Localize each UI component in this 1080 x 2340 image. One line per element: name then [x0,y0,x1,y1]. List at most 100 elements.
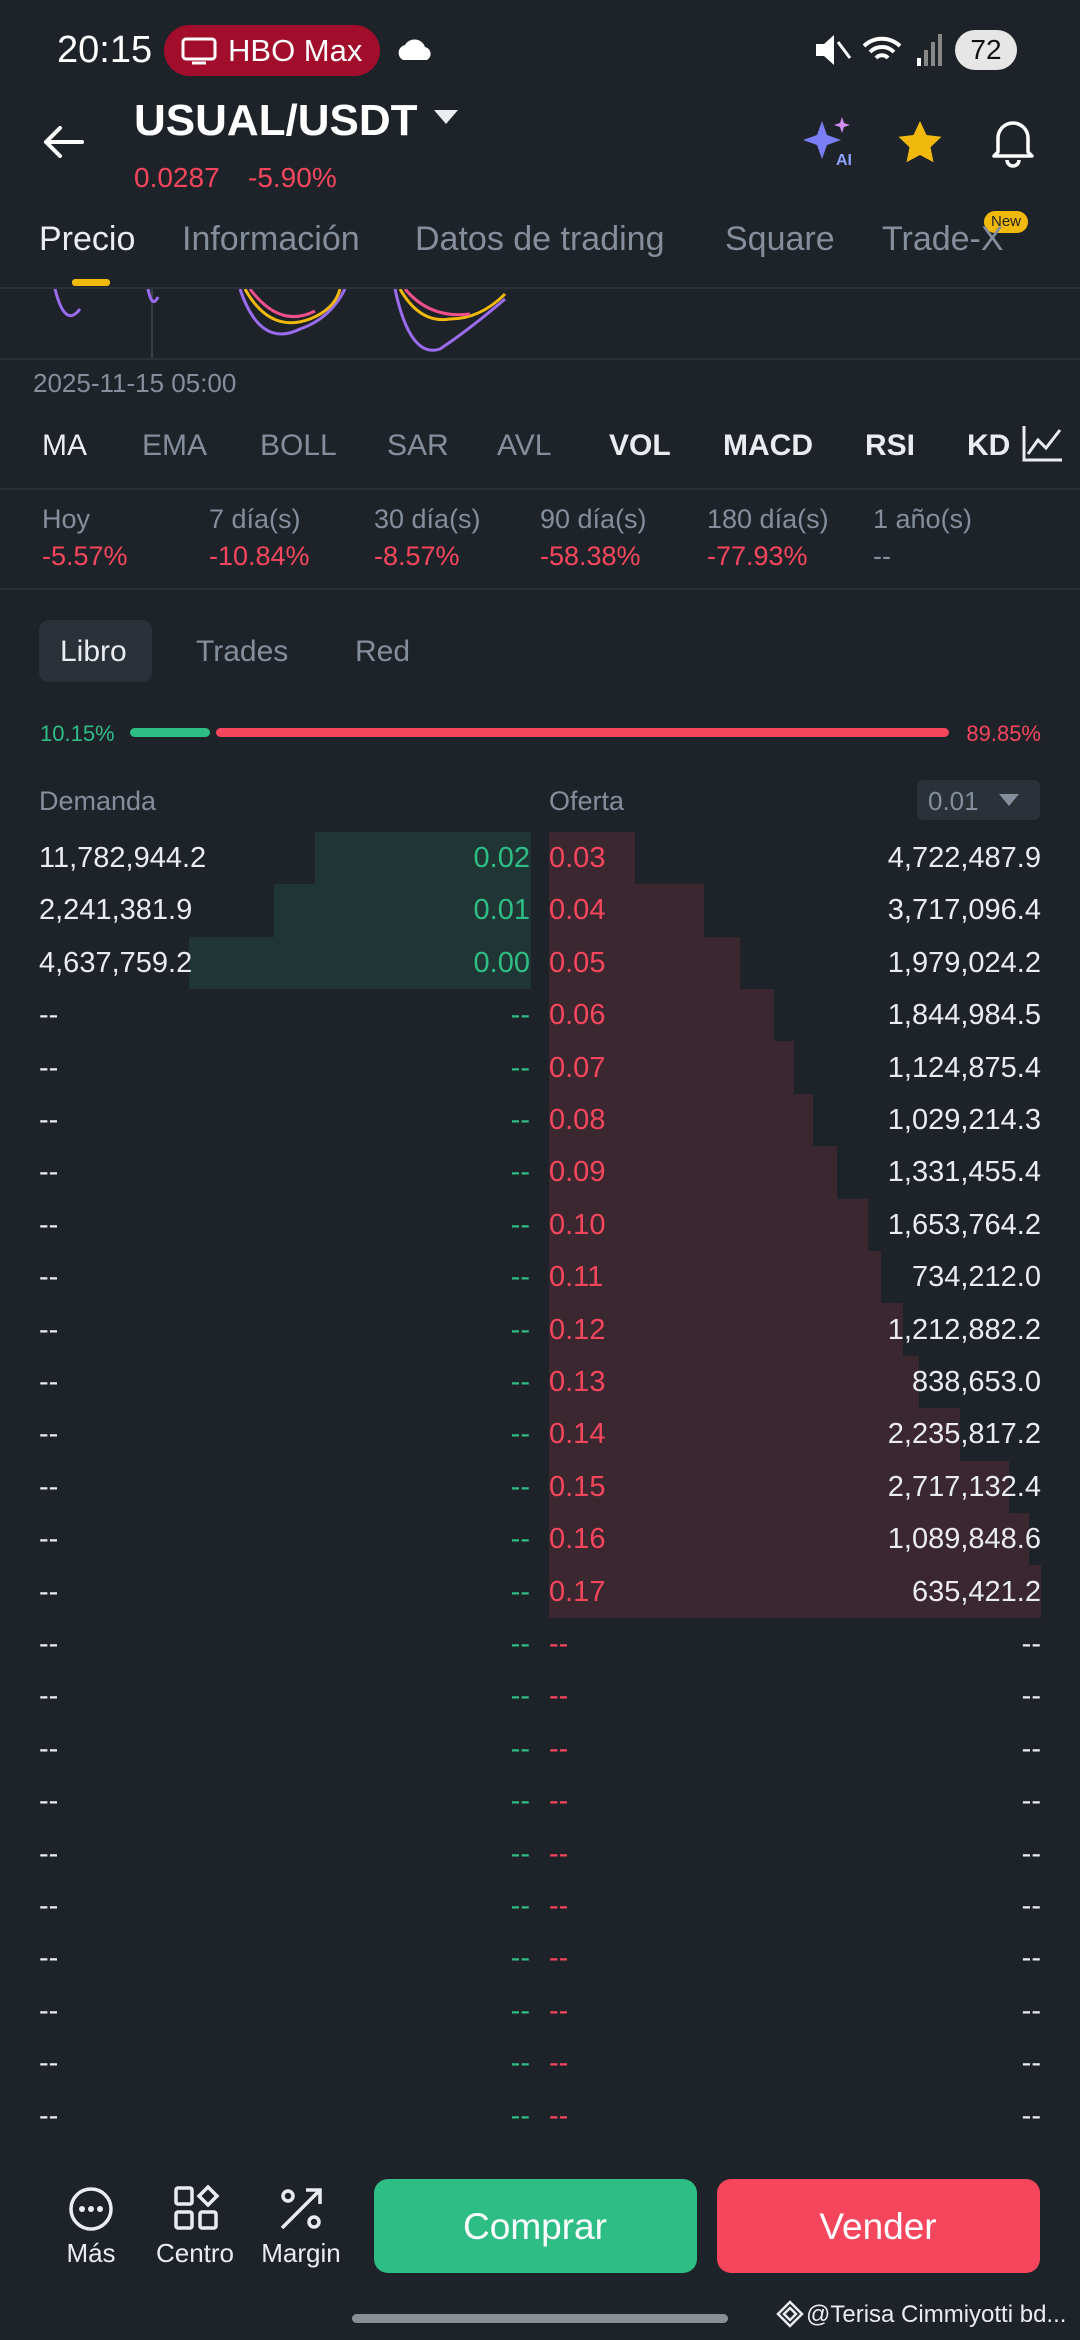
ask-quantity: 1,212,882.2 [887,1313,1041,1346]
period-label: 180 día(s) [707,503,829,534]
bid-quantity: -- [39,1470,59,1503]
sell-button[interactable] [717,2179,1040,2273]
indicator[interactable]: KD [967,428,1011,462]
bid-quantity: -- [39,1942,59,1975]
app-indicator: HBO Max [228,33,363,68]
bid-quantity: -- [39,1261,59,1294]
favorite-button[interactable] [895,118,945,166]
ask-depth-bar [549,1355,919,1409]
watermark: @Terisa Cimmiyotti bd... [806,2300,1067,2328]
price-change: -5.90% [248,162,337,193]
chart-settings-button[interactable] [1020,424,1064,464]
bid-quantity: -- [39,1732,59,1765]
period-label: 1 año(s) [873,503,973,534]
divider [0,287,1080,289]
indicator[interactable]: MACD [723,428,813,462]
action-label[interactable]: Centro [155,2238,235,2268]
ask-quantity: -- [1021,1680,1041,1713]
ask-price: -- [549,1628,569,1660]
tab[interactable]: Square [725,220,835,258]
tab[interactable]: Datos de trading [415,220,665,258]
bid-price: -- [510,1575,530,1608]
ask-price: -- [549,1785,569,1818]
ask-price: 0.09 [549,1156,606,1189]
divider [0,488,1080,490]
ask-depth-bar [549,988,774,1042]
indicator[interactable]: AVL [497,428,552,462]
ask-price: -- [549,1890,569,1922]
indicator[interactable]: SAR [387,428,449,462]
book-tab[interactable]: Libro [60,634,127,668]
action-label[interactable]: Margin [261,2238,341,2268]
active-book-tab [39,620,152,682]
ask-price: 0.05 [549,946,606,979]
bid-quantity: -- [39,1628,59,1660]
center-icon[interactable] [172,2184,222,2234]
ask-price: 0.14 [549,1418,606,1451]
ask-price: -- [549,1680,569,1713]
ask-price: 0.06 [549,999,606,1032]
bid-price: -- [510,1470,530,1503]
sell-label[interactable]: Vender [819,2206,937,2247]
buy-button[interactable] [374,2179,697,2273]
battery [955,30,1017,70]
ask-quantity: -- [1021,1890,1041,1922]
ask-price: -- [549,2047,569,2080]
ask-depth-bar [549,1146,838,1199]
ask-quantity: 734,212.0 [911,1261,1041,1294]
bid-quantity: -- [39,1994,59,2027]
status-icons [816,34,942,66]
notifications-button[interactable] [990,116,1036,168]
bid-price: -- [510,1051,530,1084]
precision-selector[interactable] [917,780,1040,820]
ai-button[interactable]: AI [800,115,860,171]
margin-icon[interactable] [276,2184,326,2234]
more-icon[interactable] [66,2184,116,2234]
ask-depth-bar [549,1303,904,1356]
active-tab-indicator [72,279,110,286]
ask-quantity: 2,717,132.4 [887,1470,1041,1503]
back-button[interactable] [40,122,90,162]
bid-quantity: -- [39,1313,59,1346]
indicator[interactable]: BOLL [260,428,337,462]
bid-price: -- [510,1628,530,1660]
period-label: 90 día(s) [540,503,647,534]
bid-price: -- [510,1732,530,1765]
ask-quantity: 1,089,848.6 [887,1523,1041,1556]
ask-ratio-bar [216,728,949,737]
action-label[interactable]: Más [66,2238,116,2268]
bid-quantity: -- [39,1837,59,1870]
bid-price: -- [510,1785,530,1818]
buy-label[interactable]: Comprar [463,2206,607,2247]
bid-depth-bar [274,884,531,937]
precision[interactable]: 0.01 [928,786,979,816]
pair-title[interactable]: USUAL/USDT [134,95,418,145]
divider [0,588,1080,590]
indicator[interactable]: VOL [609,428,671,462]
bid-price: 0.01 [473,894,530,927]
book-tab[interactable]: Red [355,634,411,668]
indicator[interactable]: RSI [865,428,916,462]
svg-text:AI: AI [836,152,852,169]
tab[interactable]: Trade-X [882,220,1004,258]
ask-quantity: -- [1021,1837,1041,1870]
pair-dropdown[interactable] [432,108,462,128]
indicator[interactable]: MA [42,428,87,462]
tab[interactable]: Precio [39,220,136,258]
ask-quantity: -- [1021,1994,1041,2027]
bid-depth-bar [315,831,531,885]
ask-depth-bar [549,1460,1010,1514]
bid-quantity: 11,782,944.2 [39,842,207,874]
bid-price: -- [510,1366,530,1398]
ask-price: -- [549,1994,569,2027]
bid-quantity: -- [39,1366,59,1398]
book-tab[interactable]: Trades [196,634,289,668]
indicator[interactable]: EMA [142,428,208,462]
app-pill [164,25,380,76]
watermark-icon [776,2300,804,2328]
ask-quantity: -- [1021,1785,1041,1818]
bid-quantity: -- [39,1785,59,1818]
bid-price: -- [510,1208,530,1241]
tab[interactable]: Información [182,220,360,258]
